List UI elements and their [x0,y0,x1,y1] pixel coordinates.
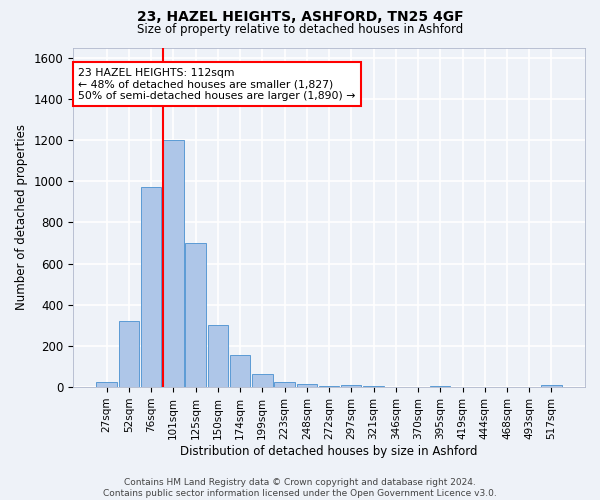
Bar [363,386,384,387]
Bar [430,386,451,387]
Bar [341,385,361,387]
Text: Contains HM Land Registry data © Crown copyright and database right 2024.
Contai: Contains HM Land Registry data © Crown c… [103,478,497,498]
Bar [541,385,562,387]
Text: 23, HAZEL HEIGHTS, ASHFORD, TN25 4GF: 23, HAZEL HEIGHTS, ASHFORD, TN25 4GF [137,10,463,24]
Y-axis label: Number of detached properties: Number of detached properties [15,124,28,310]
Bar [141,188,161,387]
Bar [96,382,117,387]
Text: 23 HAZEL HEIGHTS: 112sqm
← 48% of detached houses are smaller (1,827)
50% of sem: 23 HAZEL HEIGHTS: 112sqm ← 48% of detach… [78,68,356,101]
X-axis label: Distribution of detached houses by size in Ashford: Distribution of detached houses by size … [180,444,478,458]
Bar [319,386,339,387]
Bar [185,243,206,387]
Bar [296,384,317,387]
Bar [252,374,272,387]
Bar [230,355,250,387]
Bar [208,326,228,387]
Bar [163,140,184,387]
Text: Size of property relative to detached houses in Ashford: Size of property relative to detached ho… [137,22,463,36]
Bar [119,321,139,387]
Bar [274,382,295,387]
